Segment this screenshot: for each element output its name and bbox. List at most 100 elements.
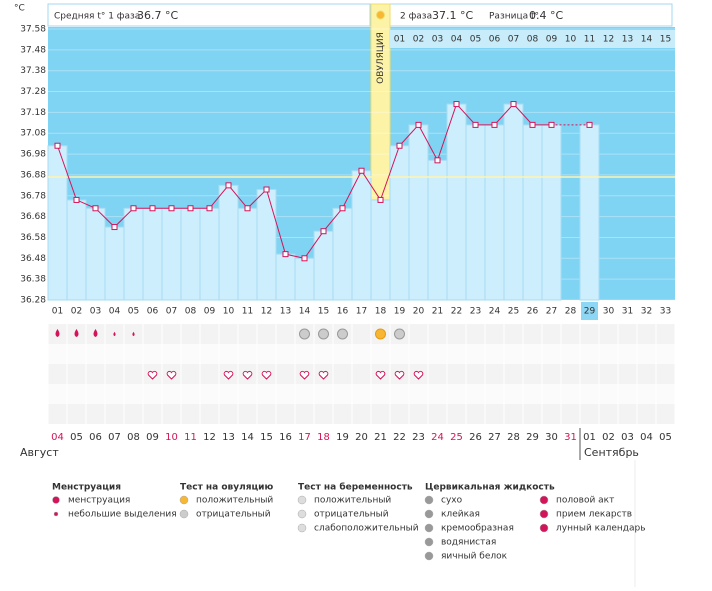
day-label: 27 (546, 307, 557, 317)
point (301, 255, 308, 262)
phase2-day: 07 (508, 35, 519, 45)
date-label: 30 (545, 432, 558, 443)
phase2-day: 12 (603, 35, 614, 45)
y-tick-label: 36.68 (20, 212, 46, 222)
symbol-row (48, 404, 675, 424)
date-label: 02 (602, 432, 615, 443)
point (225, 182, 232, 189)
day-label: 03 (90, 307, 101, 317)
legend-icon (297, 523, 307, 533)
phase2-day: 10 (565, 35, 577, 45)
legend-item: водянистая (441, 538, 496, 548)
legend-item: менструация (68, 496, 130, 506)
phase2-value: 37.1 °C (432, 9, 473, 22)
date-label: 11 (184, 432, 197, 443)
test-negative (337, 328, 348, 340)
day-label: 01 (52, 307, 63, 317)
y-tick-label: 36.48 (20, 254, 46, 264)
bar (579, 124, 600, 301)
date-label: 21 (374, 432, 387, 443)
bar (66, 199, 87, 301)
point (453, 101, 460, 108)
legend-title: Тест на овуляцию (180, 483, 273, 493)
bar (275, 253, 296, 301)
day-label: 20 (413, 307, 425, 317)
legend-icon (424, 537, 434, 547)
phase2-label: 2 фаза (400, 12, 432, 22)
phase2-day: 08 (527, 35, 539, 45)
point (415, 121, 422, 128)
date-label: 26 (469, 432, 482, 443)
bar (104, 226, 125, 301)
day-label: 11 (242, 307, 253, 317)
legend-item: половой акт (556, 496, 614, 506)
bar (237, 207, 258, 301)
point (339, 205, 346, 212)
heart (242, 370, 253, 380)
point (244, 205, 251, 212)
date-label: 04 (51, 432, 64, 443)
point (130, 205, 137, 212)
heart (299, 370, 310, 380)
date-label: 22 (393, 432, 406, 443)
phase1-value: 36.7 °C (137, 9, 178, 22)
date-label: 27 (488, 432, 501, 443)
heart (261, 370, 272, 380)
legend-item: кремообразная (441, 524, 514, 534)
bar (256, 189, 277, 301)
day-label: 04 (109, 307, 121, 317)
heart (223, 370, 234, 380)
legend-icon (52, 496, 60, 504)
test-negative (318, 328, 329, 340)
legend-icon (424, 495, 434, 505)
date-label: 14 (241, 432, 254, 443)
heart (413, 370, 424, 380)
phase2-day: 03 (432, 35, 443, 45)
phase2-cell (618, 30, 637, 48)
phase1-label: Средняя t° 1 фаза (54, 12, 140, 22)
phase2-cell (485, 30, 504, 48)
date-label: 16 (279, 432, 292, 443)
day-label: 09 (204, 307, 216, 317)
day-label: 06 (147, 307, 159, 317)
phase2-cell (656, 30, 675, 48)
diff-label: Разница t° (489, 12, 539, 22)
day-label: 08 (185, 307, 197, 317)
date-label: 19 (336, 432, 349, 443)
day-label: 23 (470, 307, 481, 317)
ovulation-label: ОВУЛЯЦИЯ (376, 32, 386, 84)
legend-item: небольшие выделения (68, 510, 177, 520)
point (263, 186, 270, 193)
point (111, 224, 118, 231)
date-label: 15 (260, 432, 273, 443)
day-label: 07 (166, 307, 177, 317)
bar (180, 207, 201, 301)
legend-icon (297, 495, 307, 505)
bar (484, 124, 505, 301)
bar (370, 199, 391, 301)
heart (166, 370, 177, 380)
legend-icon (179, 495, 189, 505)
date-label: 20 (355, 432, 368, 443)
unit-label: °C (14, 4, 25, 14)
bar (503, 103, 524, 301)
phase2-cell (542, 30, 561, 48)
day-label: 14 (299, 307, 311, 317)
day-label: 16 (337, 307, 349, 317)
phase2-day: 05 (470, 35, 481, 45)
day-label: 22 (451, 307, 462, 317)
menstruation-icon (74, 329, 79, 337)
legend-item: слабоположительный (314, 524, 419, 534)
phase2-day: 01 (394, 35, 405, 45)
phase2-cell (580, 30, 599, 48)
symbol-row (48, 364, 675, 384)
date-label: 04 (640, 432, 653, 443)
date-label: 07 (108, 432, 121, 443)
legend-item: положительный (314, 496, 391, 506)
legend-icon (424, 551, 434, 561)
point (510, 101, 517, 108)
heart (147, 370, 158, 380)
month-label: Август (20, 446, 59, 459)
ovulation-icon (376, 10, 385, 20)
month-label: Сентябрь (584, 446, 639, 459)
